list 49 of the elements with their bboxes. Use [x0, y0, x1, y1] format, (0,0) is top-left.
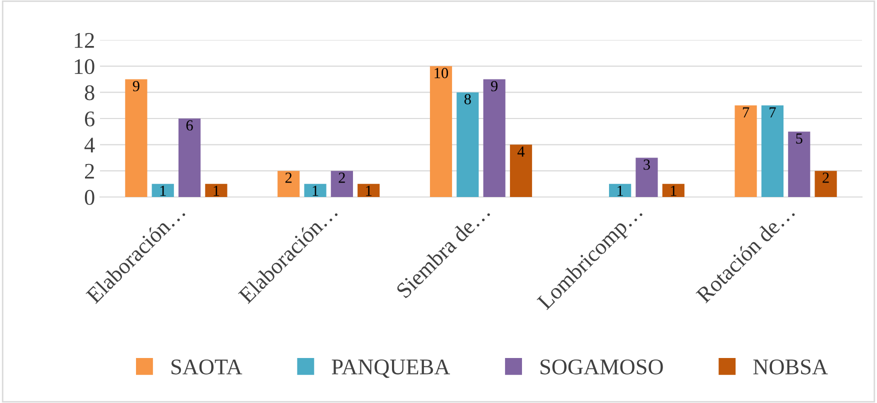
data-label: 9	[132, 81, 140, 92]
data-label: 5	[796, 133, 802, 144]
data-label: 1	[618, 186, 623, 196]
y-tick-label: 0	[84, 190, 94, 205]
data-label: 2	[338, 172, 345, 183]
data-label: 1	[670, 186, 676, 196]
data-label: 7	[770, 107, 776, 118]
bar	[510, 144, 532, 197]
data-label: 7	[742, 107, 750, 118]
bar	[761, 105, 784, 197]
data-label: 3	[644, 160, 650, 170]
bar	[483, 79, 506, 197]
data-label: 6	[186, 120, 193, 131]
legend-label: SAOTA	[172, 360, 242, 374]
legend-label: PANQUEBA	[332, 360, 450, 378]
bar	[304, 184, 326, 197]
data-label: 2	[822, 172, 829, 183]
bar	[456, 92, 479, 197]
bar	[278, 170, 300, 197]
bar	[205, 184, 228, 197]
bar	[125, 79, 148, 197]
data-label: 8	[464, 94, 471, 104]
y-tick-label: 8	[84, 85, 94, 100]
bar	[330, 170, 353, 197]
bar	[636, 158, 658, 197]
bar	[788, 132, 810, 197]
data-label: 9	[491, 81, 498, 92]
bar	[152, 184, 174, 197]
legend-label: SOGAMOSO	[540, 360, 663, 374]
data-label: 1	[366, 186, 372, 196]
data-label: 10	[434, 68, 448, 78]
bar	[734, 105, 757, 197]
bar	[662, 184, 684, 197]
bar	[358, 184, 380, 197]
bar	[178, 118, 201, 197]
legend-label: NOBSA	[753, 360, 828, 374]
y-tick-label: 2	[85, 164, 94, 179]
data-label: 1	[160, 186, 166, 196]
bar	[430, 66, 452, 197]
data-label: 1	[214, 186, 220, 196]
y-tick-label: 10	[74, 59, 94, 74]
y-tick-label: 4	[84, 138, 95, 152]
bar	[814, 170, 837, 197]
y-tick-label: 12	[74, 32, 94, 48]
data-label: 2	[285, 172, 292, 183]
bar	[609, 184, 632, 197]
y-tick-label: 6	[84, 111, 94, 126]
data-label: 1	[312, 186, 318, 196]
data-label: 4	[517, 146, 525, 157]
